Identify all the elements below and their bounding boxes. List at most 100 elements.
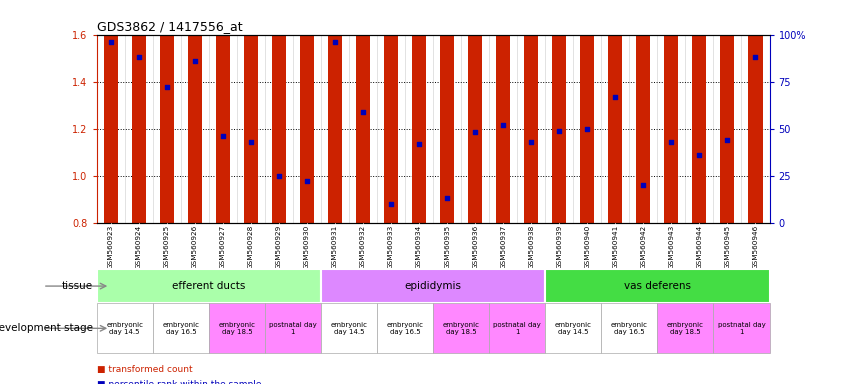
Bar xyxy=(748,0,763,223)
Text: GSM560936: GSM560936 xyxy=(472,225,479,269)
Text: postnatal day
1: postnatal day 1 xyxy=(494,322,541,335)
Text: postnatal day
1: postnatal day 1 xyxy=(717,322,765,335)
Point xyxy=(216,133,230,139)
Bar xyxy=(377,303,433,353)
Bar xyxy=(97,303,153,353)
Point xyxy=(580,126,594,132)
Text: embryonic
day 14.5: embryonic day 14.5 xyxy=(555,322,592,335)
Bar xyxy=(692,16,706,223)
Point xyxy=(664,139,678,145)
Point xyxy=(609,94,622,100)
Bar xyxy=(160,0,174,223)
Bar xyxy=(384,25,398,223)
Text: postnatal day
1: postnatal day 1 xyxy=(269,322,317,335)
Bar xyxy=(545,303,601,353)
Bar xyxy=(637,28,650,223)
Text: GSM560933: GSM560933 xyxy=(388,225,394,269)
Bar xyxy=(244,0,258,223)
Bar xyxy=(601,303,658,353)
Bar xyxy=(321,269,545,303)
Bar xyxy=(216,4,230,223)
Text: GSM560925: GSM560925 xyxy=(164,225,170,269)
Point xyxy=(637,182,650,188)
Bar xyxy=(489,303,545,353)
Text: GSM560938: GSM560938 xyxy=(528,225,534,269)
Point xyxy=(553,127,566,134)
Bar xyxy=(608,0,622,223)
Text: embryonic
day 14.5: embryonic day 14.5 xyxy=(331,322,368,335)
Bar xyxy=(132,0,145,223)
Point xyxy=(104,39,118,45)
Bar xyxy=(265,303,321,353)
Text: GDS3862 / 1417556_at: GDS3862 / 1417556_at xyxy=(97,20,242,33)
Bar xyxy=(524,4,538,223)
Bar xyxy=(328,0,342,223)
Text: embryonic
day 16.5: embryonic day 16.5 xyxy=(162,322,199,335)
Point xyxy=(748,54,762,60)
Point xyxy=(384,201,398,207)
Bar xyxy=(300,18,314,223)
Point xyxy=(496,122,510,128)
Point xyxy=(441,195,454,201)
Point xyxy=(160,84,173,90)
Text: ■ transformed count: ■ transformed count xyxy=(97,365,193,374)
Text: embryonic
day 18.5: embryonic day 18.5 xyxy=(219,322,256,335)
Text: ■ percentile rank within the sample: ■ percentile rank within the sample xyxy=(97,380,262,384)
Text: embryonic
day 18.5: embryonic day 18.5 xyxy=(667,322,704,335)
Text: GSM560923: GSM560923 xyxy=(108,225,114,269)
Point xyxy=(357,109,370,115)
Point xyxy=(525,139,538,145)
Text: vas deferens: vas deferens xyxy=(624,281,691,291)
Point xyxy=(188,58,202,64)
Bar xyxy=(658,303,713,353)
Bar xyxy=(496,4,510,223)
Text: embryonic
day 16.5: embryonic day 16.5 xyxy=(387,322,424,335)
Point xyxy=(244,139,257,145)
Bar xyxy=(272,7,286,223)
Text: GSM560934: GSM560934 xyxy=(416,225,422,269)
Text: GSM560931: GSM560931 xyxy=(332,225,338,269)
Bar xyxy=(321,303,377,353)
Text: GSM560937: GSM560937 xyxy=(500,225,506,269)
Bar xyxy=(545,269,770,303)
Bar xyxy=(468,0,482,223)
Point xyxy=(272,173,286,179)
Text: GSM560929: GSM560929 xyxy=(276,225,282,269)
Point xyxy=(721,137,734,143)
Text: GSM560943: GSM560943 xyxy=(669,225,674,269)
Text: embryonic
day 18.5: embryonic day 18.5 xyxy=(442,322,479,335)
Bar xyxy=(713,303,770,353)
Bar xyxy=(664,2,679,223)
Text: GSM560935: GSM560935 xyxy=(444,225,450,269)
Text: GSM560941: GSM560941 xyxy=(612,225,618,269)
Text: embryonic
day 16.5: embryonic day 16.5 xyxy=(611,322,648,335)
Bar xyxy=(721,0,734,223)
Bar xyxy=(153,303,209,353)
Bar xyxy=(433,303,489,353)
Bar xyxy=(580,0,595,223)
Bar xyxy=(412,0,426,223)
Point xyxy=(300,178,314,184)
Text: GSM560927: GSM560927 xyxy=(220,225,226,269)
Bar xyxy=(356,0,370,223)
Text: development stage: development stage xyxy=(0,323,93,333)
Point xyxy=(132,54,145,60)
Text: GSM560939: GSM560939 xyxy=(556,225,563,269)
Text: GSM560946: GSM560946 xyxy=(753,225,759,269)
Bar xyxy=(440,2,454,223)
Text: GSM560926: GSM560926 xyxy=(192,225,198,269)
Text: efferent ducts: efferent ducts xyxy=(172,281,246,291)
Text: tissue: tissue xyxy=(61,281,93,291)
Bar xyxy=(97,269,321,303)
Text: GSM560932: GSM560932 xyxy=(360,225,366,269)
Bar xyxy=(209,303,265,353)
Bar xyxy=(188,0,202,223)
Text: GSM560945: GSM560945 xyxy=(724,225,731,269)
Text: GSM560924: GSM560924 xyxy=(135,225,142,269)
Text: GSM560930: GSM560930 xyxy=(304,225,310,269)
Point xyxy=(468,129,482,136)
Text: embryonic
day 14.5: embryonic day 14.5 xyxy=(106,322,143,335)
Point xyxy=(412,141,426,147)
Text: epididymis: epididymis xyxy=(405,281,462,291)
Point xyxy=(328,39,341,45)
